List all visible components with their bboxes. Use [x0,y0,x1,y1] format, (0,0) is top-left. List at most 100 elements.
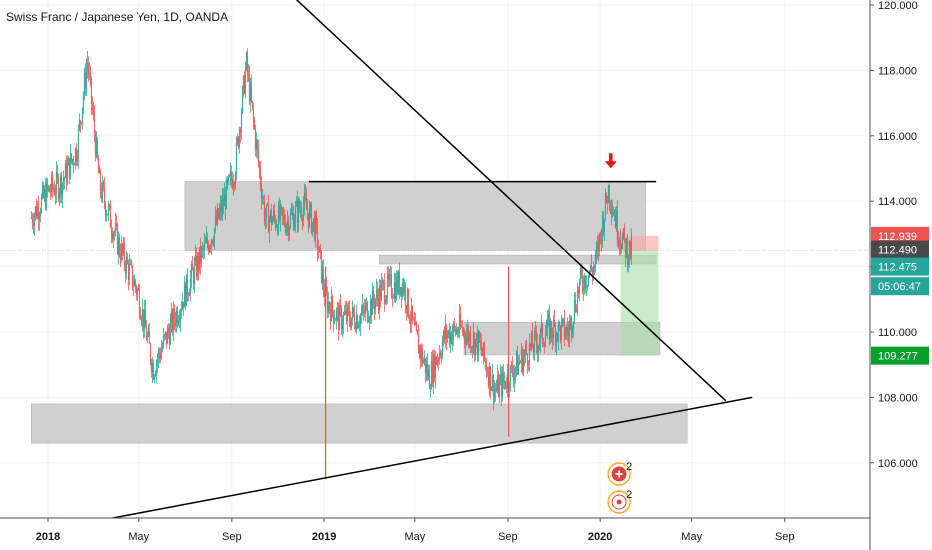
candle-down [476,333,478,355]
candle-up [128,264,130,280]
take-profit-area[interactable] [620,250,659,356]
candle-down [348,309,350,322]
candle-down [481,351,483,356]
candle-down [575,310,577,312]
candle-up [604,193,606,219]
candle-up [587,275,589,285]
candle-down [35,206,37,218]
candle-up [393,282,395,298]
price-tag-label: 112.475 [878,262,917,274]
candle-down [130,263,132,266]
candle-down [363,309,365,314]
candle-down [527,364,529,366]
candle-down [226,179,228,183]
candle-down [96,138,98,159]
candle-up [625,240,627,257]
candle-up [571,328,573,333]
short-position-tool[interactable] [620,235,659,356]
candle-up [290,213,292,215]
candle-up [43,189,45,198]
y-tick-label: 106.000 [878,458,918,470]
price-tag: 109.277 [871,346,929,365]
candle-down [459,314,461,327]
candle-up [161,346,163,351]
price-tag-label: 112.490 [878,245,917,257]
candle-down [347,305,349,310]
candle-down [328,302,330,310]
candle-up [503,380,505,382]
candle-up [55,171,57,194]
candle-up [630,236,632,257]
candle-up [509,365,511,389]
candle-down [500,374,502,396]
candle-up [422,360,424,364]
candle-up [341,325,343,330]
candle-down [260,185,262,200]
descending-trendline[interactable] [162,0,727,402]
x-tick-label: May [404,531,425,543]
candle-down [37,206,39,220]
candle-down [30,217,32,219]
time-axis[interactable] [0,518,870,550]
candle-up [166,328,168,344]
candle-up [311,221,313,233]
dividend-icon[interactable]: 2 [607,461,632,486]
candle-down [211,240,213,243]
candle-down [165,331,167,344]
candle-down [233,183,235,185]
candle-up [41,185,43,197]
candle-down [145,327,147,340]
candle-down [251,100,253,107]
candle-up [236,137,238,143]
candle-down [281,207,283,215]
candle-up [334,320,336,322]
candle-up [607,185,609,204]
candle-up [537,346,539,353]
candle-down [521,350,523,373]
candle-down [253,119,255,129]
candle-down [75,148,77,162]
candle-down [68,158,70,178]
candle-down [411,305,413,319]
candle-down [317,250,319,253]
candle-up [561,319,563,323]
candle-up [45,182,47,208]
candle-down [531,332,533,349]
candle-down [445,325,447,339]
candle-up [88,72,90,74]
candle-up [585,285,587,288]
candle-down [152,363,154,380]
candle-down [262,198,264,200]
candle-down [415,322,417,330]
candle-up [418,346,420,354]
candle-down [345,309,347,322]
candle-up [234,174,236,185]
candle-up [358,325,360,327]
candle-down [536,343,538,353]
lower-zone[interactable] [31,403,688,444]
candle-up [351,307,353,318]
candle-down [379,285,381,301]
candle-up [475,333,477,340]
resistance-zone[interactable] [184,181,646,251]
candle-down [53,189,55,195]
candle-down [56,171,58,178]
candle-up [455,329,457,334]
candle-down [387,273,389,281]
candle-up [264,218,266,222]
candle-down [217,208,219,219]
candle-up [83,73,85,96]
candle-up [598,233,600,252]
x-tick-label: May [681,531,702,543]
candle-up [183,283,185,308]
candle-up [369,300,371,318]
candle-down [52,188,54,190]
candle-up [229,171,231,177]
ascending-trendline[interactable] [58,396,753,529]
candle-down [605,193,607,202]
earnings-icon[interactable]: 2 [607,489,632,514]
candle-up [442,330,444,343]
mid-zone[interactable] [379,254,657,265]
candle-down [424,358,426,374]
